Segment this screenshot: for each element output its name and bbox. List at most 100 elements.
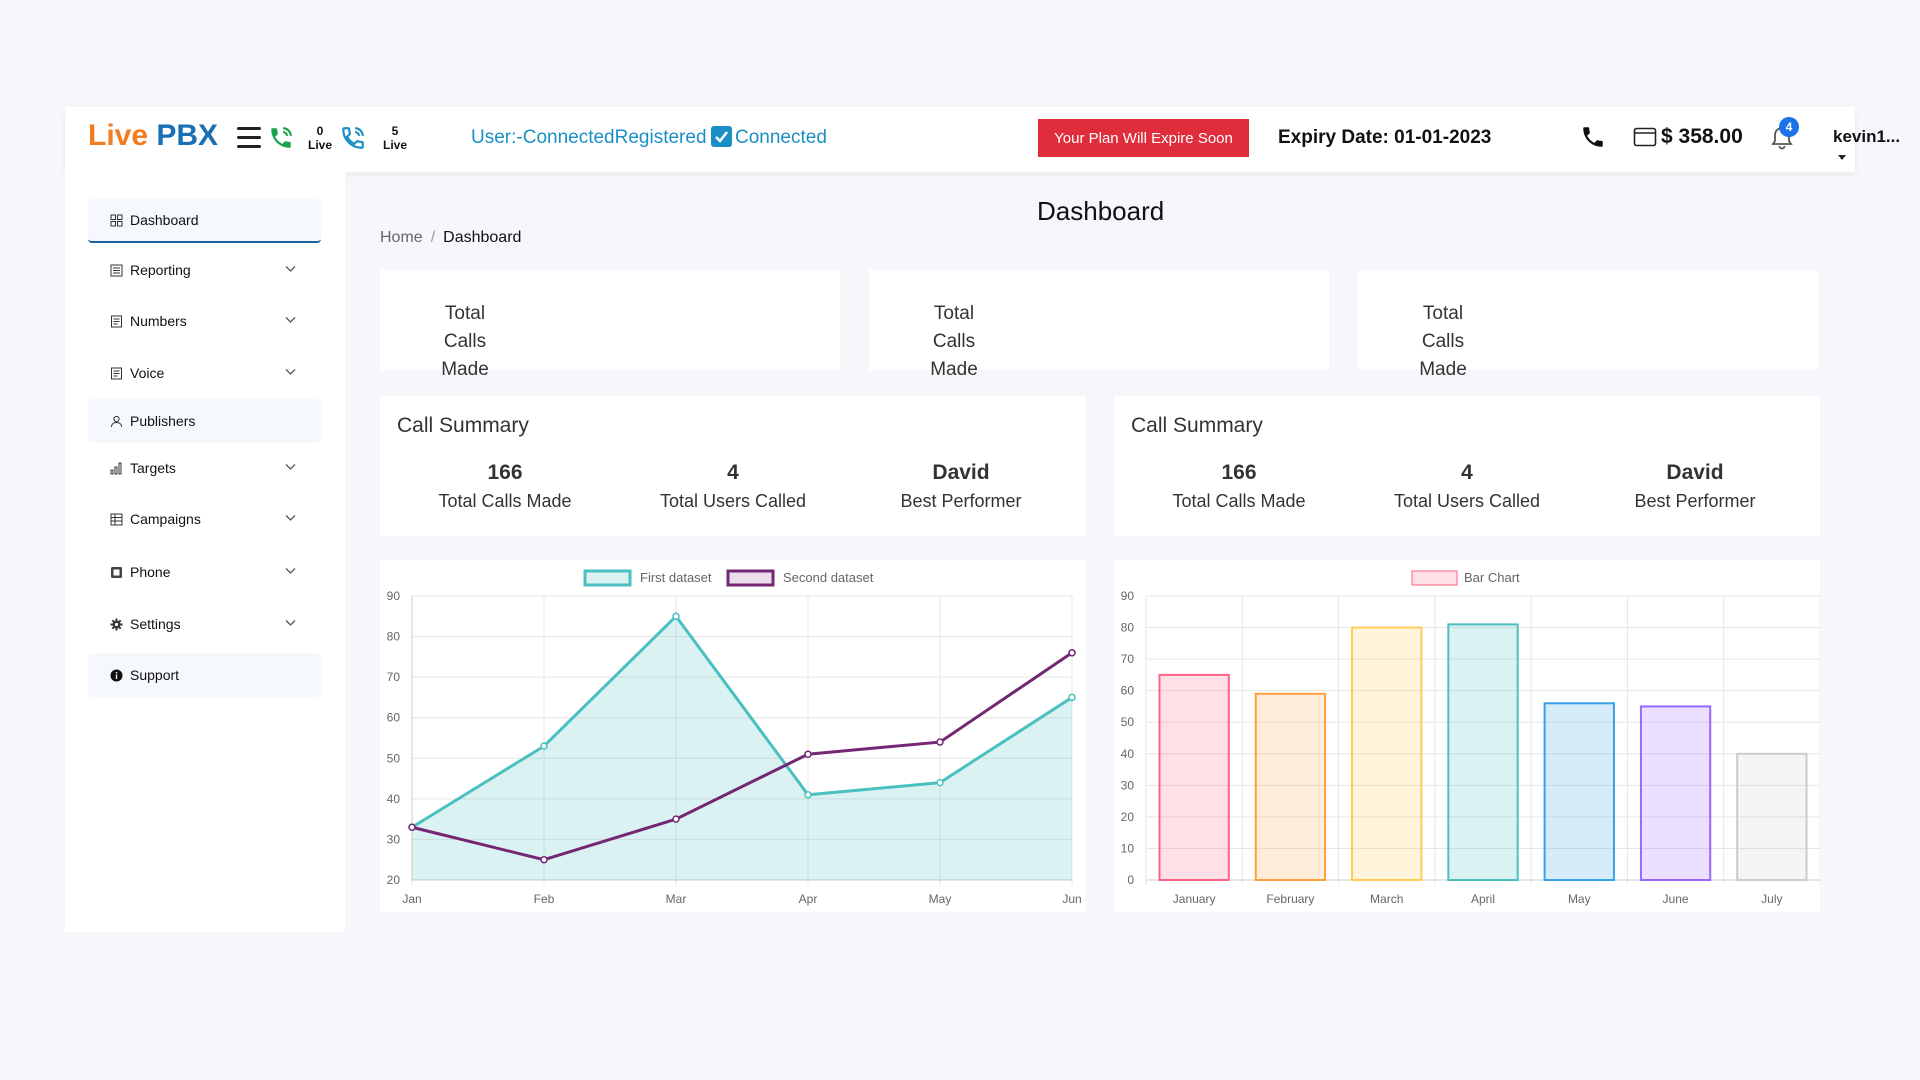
page-title: Dashboard [1037, 196, 1165, 226]
chevron-down-icon[interactable] [284, 511, 297, 524]
data-point [1068, 649, 1076, 657]
summary-value: 166 [1221, 461, 1257, 484]
connection-status-text: Connected [735, 127, 827, 148]
sidebar-item-label: Voice [130, 365, 165, 381]
sidebar-item-numbers[interactable]: Numbers [88, 299, 321, 343]
phone-icon[interactable] [1580, 124, 1606, 150]
sidebar-item-label: Numbers [130, 313, 187, 329]
y-tick-label: 80 [1121, 621, 1135, 635]
y-tick-label: 30 [387, 832, 401, 846]
live-count-b: 5 Live [383, 124, 407, 152]
hamburger-menu-icon[interactable] [237, 127, 261, 149]
y-tick-label: 20 [387, 873, 401, 887]
plan-expire-button[interactable]: Your Plan Will Expire Soon [1038, 119, 1249, 157]
sidebar-item-label: Campaigns [130, 511, 201, 527]
user-dropdown[interactable]: kevin1... [1833, 127, 1900, 167]
summary-value: 166 [487, 461, 523, 484]
stat-card-label: Total Calls Made [1419, 303, 1467, 380]
phone-square-icon [110, 566, 123, 579]
live-count-a-value: 0 [316, 124, 324, 138]
expiry-date: Expiry Date: 01-01-2023 [1278, 127, 1492, 148]
data-point [540, 855, 548, 864]
chevron-down-icon[interactable] [284, 313, 297, 326]
data-point [672, 815, 680, 823]
legend-label: First dataset [640, 570, 712, 585]
sidebar-item-voice[interactable]: Voice [88, 351, 321, 395]
account-balance: $ 358.00 [1661, 125, 1743, 148]
summary-item: 166 Total Calls Made [1139, 461, 1339, 512]
y-tick-label: 50 [1121, 715, 1135, 729]
stat-card: Total Calls Made [380, 270, 840, 380]
y-tick-label: 70 [387, 670, 401, 684]
bar-chart: 0 10 20 30 40 50 60 70 80 90 January February March A… [1121, 570, 1820, 906]
y-tick-label: 60 [1121, 684, 1135, 698]
user-name: kevin1... [1833, 127, 1901, 146]
summary-value: 4 [727, 461, 739, 484]
live-count-a: 0 Live [308, 124, 332, 152]
breadcrumb-current: Dashboard [443, 229, 522, 246]
sidebar: Dashboard Reporting Numbers Voice Publishers… [65, 172, 345, 932]
chevron-down-icon[interactable] [284, 564, 297, 577]
x-tick-label: Feb [534, 892, 555, 906]
summary-item: 4 Total Users Called [1367, 461, 1567, 512]
series-line [411, 651, 1073, 862]
data-point [804, 791, 812, 799]
breadcrumb-separator: / [430, 229, 436, 246]
stat-card-label: Total Calls Made [930, 303, 978, 380]
y-tick-label: 0 [1127, 873, 1134, 887]
summary-label: Total Users Called [1393, 491, 1541, 511]
summary-value: David [932, 461, 990, 484]
data-point [540, 742, 548, 750]
y-tick-label: 50 [387, 751, 401, 765]
y-tick-label: 90 [1121, 589, 1135, 603]
x-tick-label: May [1568, 892, 1591, 906]
summary-label: Total Users Called [659, 491, 807, 511]
report-icon [110, 264, 123, 277]
chevron-down-icon[interactable] [284, 460, 297, 473]
x-tick-label: July [1761, 892, 1782, 906]
bar [1351, 626, 1423, 881]
y-tick-label: 90 [387, 589, 401, 603]
chevron-down-icon[interactable] [284, 262, 297, 275]
summary-label: Total Calls Made [1172, 491, 1306, 511]
bar [1254, 692, 1327, 881]
y-tick-label: 70 [1121, 652, 1135, 666]
document-icon [110, 367, 123, 380]
stat-card: Total Calls Made [869, 270, 1329, 380]
x-tick-label: Jun [1062, 892, 1081, 906]
top-navbar: Live PBX 0 Live 5 Live User:-ConnectedRe… [65, 107, 1900, 172]
sidebar-item-campaigns[interactable]: Campaigns [88, 497, 321, 541]
grid-icon [110, 214, 123, 227]
breadcrumb-home[interactable]: Home [380, 229, 423, 246]
bar-chart-icon [110, 462, 123, 475]
legend-swatch [1411, 570, 1458, 586]
sidebar-item-support[interactable]: Support [88, 653, 321, 697]
sidebar-item-publishers[interactable]: Publishers [88, 399, 321, 443]
sidebar-item-label: Settings [130, 616, 181, 632]
summary-item: 4 Total Users Called [633, 461, 833, 512]
sidebar-item-dashboard[interactable]: Dashboard [88, 199, 321, 243]
data-point [672, 612, 680, 621]
sidebar-item-phone[interactable]: Phone [88, 550, 321, 594]
chevron-down-icon[interactable] [284, 616, 297, 629]
user-icon [110, 415, 123, 428]
bar [1543, 702, 1615, 881]
x-tick-label: March [1370, 892, 1403, 906]
series-line [411, 614, 1073, 829]
wallet-icon [1633, 127, 1657, 147]
legend-label: Bar Chart [1464, 570, 1520, 585]
bar [1639, 705, 1712, 881]
bar-chart-card: 0 10 20 30 40 50 60 70 80 90 January February March A… [1114, 560, 1820, 912]
y-tick-label: 60 [387, 711, 401, 725]
sidebar-item-settings[interactable]: Settings [88, 602, 321, 646]
sidebar-item-targets[interactable]: Targets [88, 446, 321, 490]
y-tick-label: 80 [387, 630, 401, 644]
sidebar-item-reporting[interactable]: Reporting [88, 248, 321, 292]
breadcrumb: Home / Dashboard [380, 229, 521, 247]
info-icon [110, 669, 123, 682]
caret-down-icon [1838, 155, 1846, 161]
phone-call-blue-icon [342, 127, 364, 149]
brand-logo[interactable]: Live PBX [88, 119, 218, 153]
series-area [412, 616, 1072, 880]
chevron-down-icon[interactable] [284, 365, 297, 378]
